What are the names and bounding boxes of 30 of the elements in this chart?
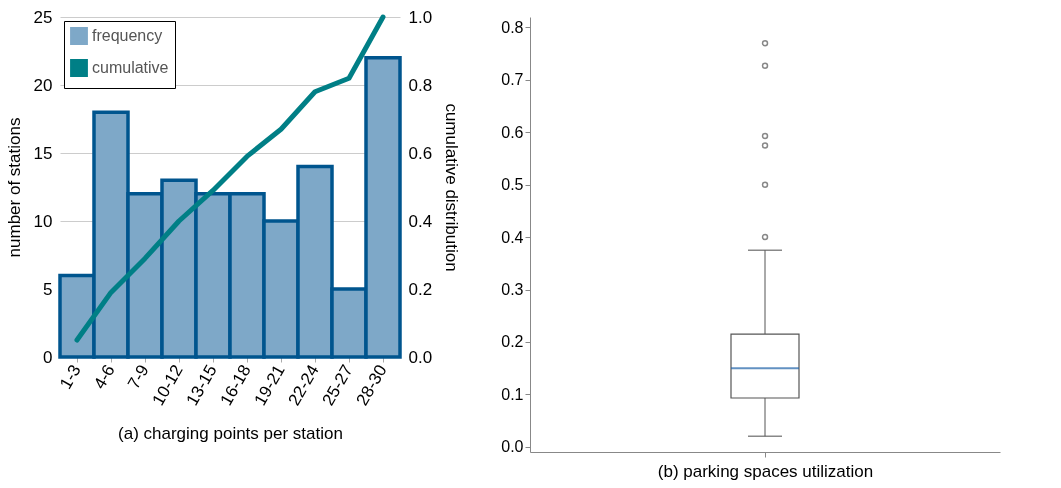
x-tick-label: 1-3	[56, 361, 85, 393]
y-tick-label: 0.2	[501, 333, 524, 351]
y-tick-label: 0.1	[501, 385, 524, 403]
y2-tick-label: 0.8	[408, 75, 433, 95]
y-tick-label: 0.3	[501, 281, 524, 299]
y-tick-label: 0.5	[501, 176, 524, 194]
y-tick-label: 0.0	[501, 438, 524, 456]
x-axis-title: (a) charging points per station	[118, 424, 343, 444]
x-tick-label: 4-6	[90, 361, 119, 393]
y-tick-label: 0.7	[501, 71, 524, 89]
y2-tick-label: 0.2	[408, 279, 433, 299]
y-tick-label: 10	[33, 211, 53, 231]
legend-label: cumulative	[92, 59, 169, 76]
y-tick-label: 0	[43, 347, 53, 367]
y-tick-label: 15	[33, 143, 53, 163]
legend-label: frequency	[92, 27, 163, 44]
y-tick-label: 25	[33, 7, 53, 27]
x-tick-label: 7-9	[124, 361, 153, 393]
y2-axis-title: cumulative distribution	[442, 103, 462, 272]
y-axis-title: number of stations	[4, 117, 24, 258]
y-tick-label: 20	[33, 75, 53, 95]
y2-tick-label: 0.0	[408, 347, 433, 367]
y-tick-label: 5	[43, 279, 53, 299]
x-axis-title: (b) parking spaces utilization	[657, 461, 874, 481]
y-tick-label: 0.8	[501, 18, 524, 36]
y2-tick-label: 0.6	[408, 143, 433, 163]
y-tick-label: 0.4	[501, 228, 524, 246]
y2-tick-label: 0.4	[408, 211, 433, 231]
y-tick-label: 0.6	[501, 123, 524, 141]
y2-tick-label: 1.0	[408, 7, 433, 27]
